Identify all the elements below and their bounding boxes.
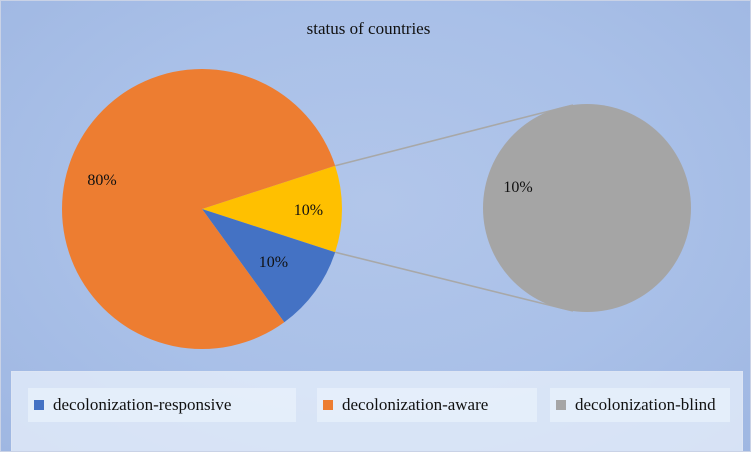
pie-slice-aware (62, 69, 336, 350)
legend: decolonization-responsive decolonization… (11, 371, 743, 451)
data-label-aware: 80% (87, 172, 116, 189)
pie-slice-responsive (202, 209, 336, 323)
chart-title: status of countries (306, 19, 431, 38)
pie-slice-other (202, 165, 343, 253)
data-label-responsive: 10% (259, 254, 288, 271)
legend-swatch-blind (556, 400, 566, 410)
legend-swatch-responsive (34, 400, 44, 410)
data-label-other: 10% (294, 202, 323, 219)
legend-label-responsive: decolonization-responsive (53, 395, 232, 414)
plot-area: 10% 10% 80% 10% (62, 69, 691, 350)
legend-label-blind: decolonization-blind (575, 395, 716, 414)
secondary-pie-blind (483, 104, 691, 312)
legend-label-aware: decolonization-aware (342, 395, 489, 414)
legend-item-responsive: decolonization-responsive (28, 388, 296, 422)
data-label-blind: 10% (503, 179, 532, 196)
legend-item-aware: decolonization-aware (317, 388, 537, 422)
connector-line-top (334, 104, 574, 167)
connector-line-bottom (334, 251, 574, 312)
legend-swatch-aware (323, 400, 333, 410)
legend-item-blind: decolonization-blind (550, 388, 730, 422)
